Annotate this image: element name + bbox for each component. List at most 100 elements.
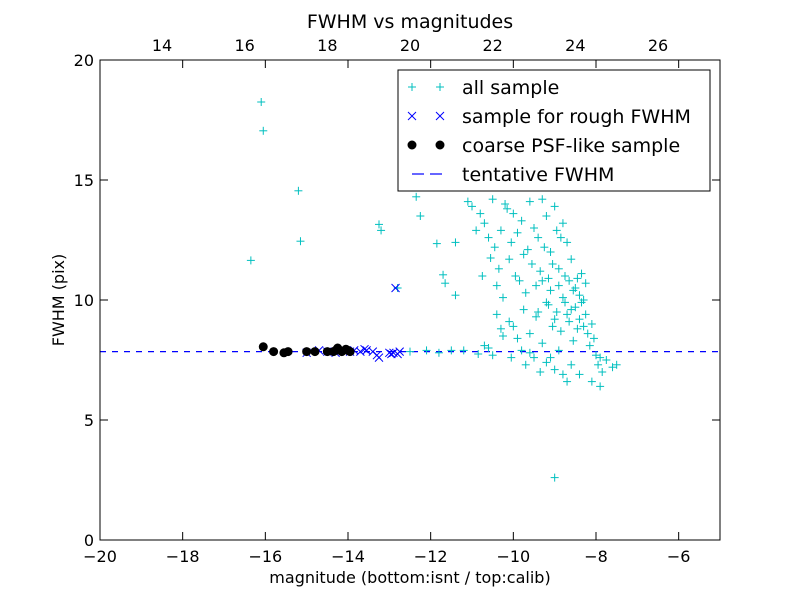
all-sample-point	[571, 303, 580, 312]
all-sample-point	[548, 260, 557, 268]
x-tick-label: −12	[414, 547, 448, 566]
all-sample-point	[480, 219, 489, 228]
all-sample-point	[434, 348, 443, 357]
all-sample-point	[552, 226, 561, 235]
legend-label: tentative FWHM	[462, 164, 614, 186]
all-sample-point	[596, 382, 605, 391]
all-sample-point	[527, 260, 536, 268]
rough-fwhm-point	[374, 353, 384, 362]
all-sample-point	[505, 317, 514, 326]
all-sample-point	[563, 238, 572, 247]
top-tick-label: 22	[482, 36, 502, 55]
all-sample-point	[550, 315, 559, 324]
psf-like-point	[269, 347, 279, 357]
all-sample-point	[515, 276, 524, 285]
all-sample-point	[259, 126, 268, 135]
legend-label: sample for rough FWHM	[462, 106, 691, 128]
all-sample-point	[567, 360, 576, 369]
all-sample-point	[612, 360, 621, 369]
all-sample-point	[565, 317, 574, 326]
top-tick-label: 18	[317, 36, 337, 55]
all-sample-point	[563, 310, 572, 319]
all-sample-point	[296, 237, 305, 246]
all-sample-point	[486, 254, 495, 262]
all-sample-point	[569, 336, 578, 345]
all-sample-point	[521, 360, 530, 369]
all-sample-point	[587, 377, 596, 386]
legend-marker	[408, 83, 416, 91]
x-axis-label: magnitude (bottom:isnt / top:calib)	[269, 568, 550, 587]
all-sample-point	[490, 243, 499, 252]
all-sample-point	[550, 202, 559, 211]
all-sample-point	[447, 346, 456, 355]
all-sample-point	[484, 344, 493, 352]
psf-like-point	[345, 347, 355, 357]
all-sample-point	[552, 308, 561, 316]
all-sample-point	[567, 255, 576, 264]
all-sample-point	[565, 276, 574, 285]
all-sample-point	[585, 341, 594, 350]
all-sample-point	[575, 315, 584, 324]
all-sample-point	[468, 202, 476, 211]
all-sample-point	[577, 269, 586, 278]
all-sample-point	[478, 272, 487, 280]
all-sample-point	[507, 238, 516, 247]
top-tick-label: 26	[648, 36, 668, 55]
all-sample-point	[432, 239, 441, 248]
all-sample-point	[536, 368, 545, 376]
all-sample-point	[587, 320, 596, 328]
y-axis-label: FWHM (pix)	[49, 254, 68, 347]
legend-label: all sample	[462, 77, 559, 99]
all-sample-point	[501, 200, 510, 208]
all-sample-point	[542, 298, 551, 307]
all-sample-point	[507, 353, 516, 362]
all-sample-point	[375, 220, 383, 229]
all-sample-point	[513, 228, 522, 237]
all-sample-point	[521, 288, 530, 297]
x-tick-label: −8	[584, 547, 608, 566]
all-sample-point	[554, 281, 563, 290]
all-sample-point	[503, 204, 512, 213]
all-sample-point	[581, 279, 590, 288]
top-tick-label: 20	[400, 36, 420, 55]
all-sample-point	[472, 226, 481, 235]
x-tick-label: −6	[667, 547, 691, 566]
all-sample-point	[550, 473, 559, 482]
y-tick-label: 5	[84, 411, 94, 430]
all-sample-point	[530, 353, 538, 362]
all-sample-point	[480, 341, 489, 350]
all-sample-point	[55, 32, 63, 40]
all-sample-point	[530, 224, 538, 232]
all-sample-point	[439, 270, 448, 279]
all-sample-point	[558, 370, 567, 379]
all-sample-point	[534, 233, 543, 242]
all-sample-point	[517, 346, 526, 355]
all-sample-point	[505, 255, 514, 264]
all-sample-point	[393, 284, 402, 292]
chart-title: FWHM vs magnitudes	[307, 11, 513, 33]
all-sample-point	[513, 334, 522, 343]
legend-marker	[435, 111, 445, 121]
all-sample-point	[594, 360, 603, 369]
all-sample-point	[534, 308, 543, 316]
all-sample-point	[257, 98, 266, 106]
all-sample-point	[484, 233, 493, 242]
all-sample-point	[459, 346, 468, 355]
legend-label: coarse PSF-like sample	[462, 135, 680, 157]
all-sample-point	[476, 209, 485, 218]
all-sample-point	[416, 212, 425, 220]
all-sample-point	[517, 216, 526, 225]
all-sample-point	[554, 264, 563, 273]
all-sample-point	[525, 197, 534, 206]
all-sample-point	[575, 370, 584, 379]
rough-fwhm-point	[384, 348, 394, 358]
all-sample-point	[561, 272, 569, 280]
all-sample-point	[519, 250, 528, 259]
legend-marker	[407, 111, 417, 121]
plot-frame	[99, 59, 721, 541]
all-sample-point	[558, 219, 567, 228]
all-sample-point	[567, 305, 576, 314]
all-sample-point	[525, 348, 534, 357]
all-sample-point	[441, 279, 450, 288]
